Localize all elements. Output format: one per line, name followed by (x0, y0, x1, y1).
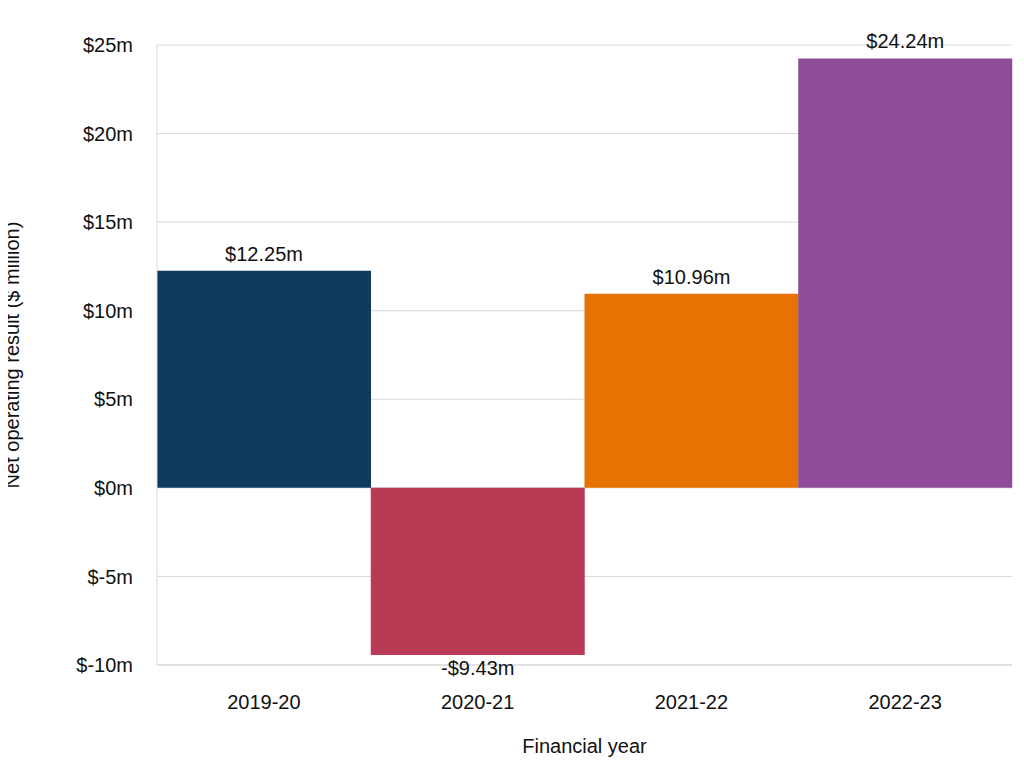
svg-text:$20m: $20m (83, 123, 133, 145)
svg-text:2020-21: 2020-21 (441, 691, 514, 713)
svg-text:Net operating result ($ millio: Net operating result ($ million) (8, 222, 23, 489)
svg-text:-$9.43m: -$9.43m (441, 657, 514, 679)
svg-text:2022-23: 2022-23 (868, 691, 941, 713)
svg-text:$24.24m: $24.24m (866, 30, 944, 52)
svg-text:$5m: $5m (94, 388, 133, 410)
svg-text:$10m: $10m (83, 300, 133, 322)
svg-text:$-5m: $-5m (87, 566, 133, 588)
svg-text:$25m: $25m (83, 34, 133, 56)
svg-text:2021-22: 2021-22 (655, 691, 728, 713)
svg-text:$0m: $0m (94, 477, 133, 499)
svg-text:Financial year: Financial year (522, 735, 647, 757)
svg-text:$15m: $15m (83, 211, 133, 233)
svg-text:2019-20: 2019-20 (227, 691, 300, 713)
svg-text:$12.25m: $12.25m (225, 243, 303, 265)
svg-text:$-10m: $-10m (76, 654, 133, 676)
svg-text:$10.96m: $10.96m (653, 266, 731, 288)
